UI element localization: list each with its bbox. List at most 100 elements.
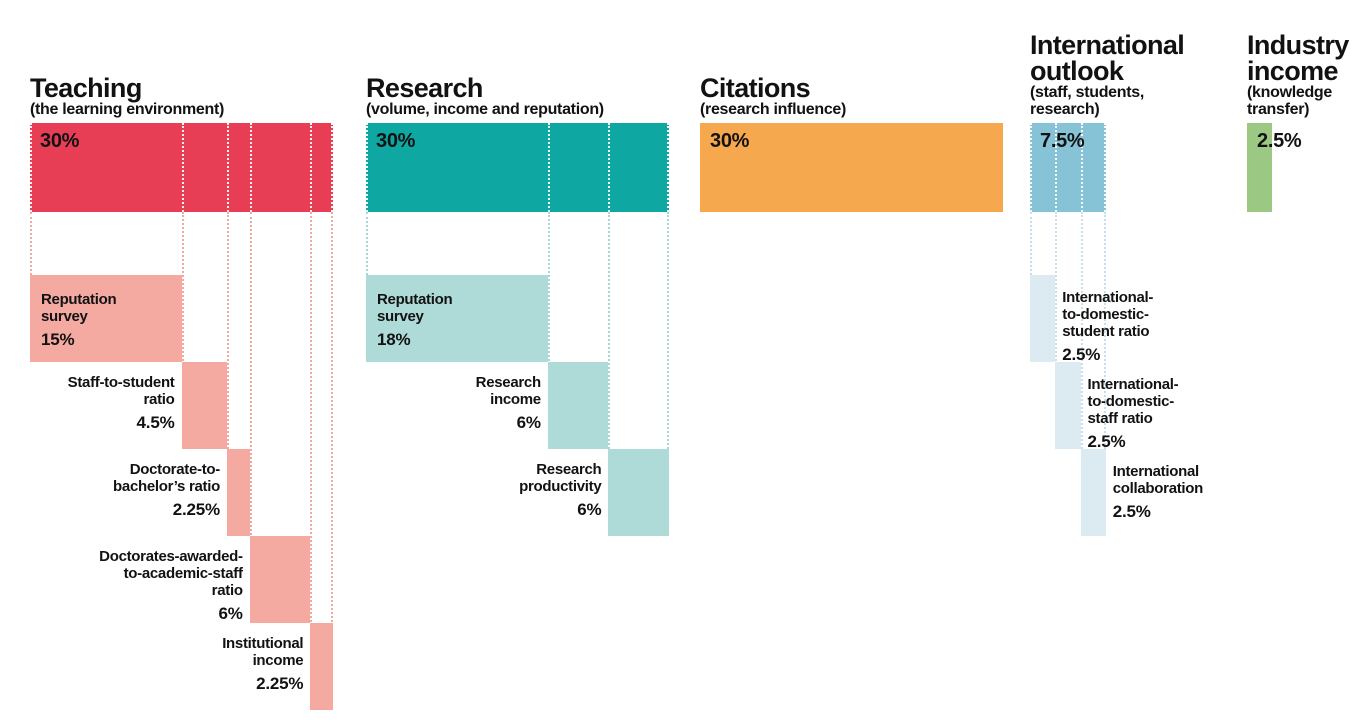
sub-weight-label: Doctorates-awarded-to-academic-staff rati…	[99, 548, 243, 623]
section-header: International outlook (staff, students, res…	[1030, 30, 1185, 119]
section-subtitle-line: (volume, income and reputation)	[366, 101, 604, 118]
sub-weight-label: Research productivity 6%	[519, 461, 602, 519]
bar-divider-line	[226, 123, 229, 212]
dotted-guide-line	[547, 212, 550, 449]
dotted-guide-line	[366, 212, 368, 275]
sub-weight-value: 6%	[218, 604, 243, 623]
bar-divider-line	[181, 123, 184, 212]
sub-label-line: to-domestic-	[1062, 306, 1149, 323]
bar-divider-line	[608, 123, 611, 212]
dotted-guide-line	[30, 212, 32, 275]
bar-divider-line	[30, 123, 32, 212]
section-title-line: International	[1030, 30, 1185, 60]
dotted-guide-line	[310, 212, 313, 710]
sub-weight-value: 15%	[41, 330, 75, 349]
weight-value: 30%	[376, 130, 416, 152]
sub-label-line: Research	[536, 461, 602, 478]
sub-weight-block	[366, 275, 548, 362]
weight-bar: 30%	[366, 123, 669, 212]
sub-weight-block	[547, 362, 609, 449]
sub-weight-label: Doctorate-to-bachelor’s ratio 2.25%	[113, 461, 220, 519]
sub-weight-label: International-to-domestic-staff ratio 2.5…	[1088, 376, 1179, 451]
weight-bar: 30%	[30, 123, 333, 212]
sub-label-line: survey	[41, 308, 88, 325]
bar-divider-line	[667, 123, 669, 212]
section-header: Industry income (knowledge transfer)	[1247, 30, 1349, 119]
dotted-guide-line	[608, 212, 611, 536]
sub-weight-block	[608, 449, 669, 536]
sub-weight-block	[30, 275, 182, 362]
section-subtitle-line: (the learning environment)	[30, 101, 224, 118]
sub-label-line: collaboration	[1112, 480, 1204, 497]
sub-weight-label: Reputation survey 15%	[41, 291, 117, 349]
section-subtitle-line: transfer)	[1247, 101, 1310, 118]
sub-weight-block	[181, 362, 227, 449]
dotted-guide-line	[226, 212, 229, 536]
weight-value: 7.5%	[1040, 130, 1085, 152]
dotted-guide-line	[331, 212, 333, 710]
sub-label-line: ratio	[143, 391, 175, 408]
sub-label-line: ratio	[211, 582, 243, 599]
sub-weight-value: 2.5%	[1062, 345, 1101, 364]
section-subtitle-line: (staff, students,	[1030, 84, 1145, 101]
section-header: Teaching (the learning environment)	[30, 73, 224, 119]
section-title-line: Research	[366, 73, 483, 103]
sub-weight-label: Staff-to-student ratio 4.5%	[68, 374, 175, 432]
sub-weight-block	[1030, 275, 1056, 362]
section-title-line: income	[1247, 56, 1339, 86]
weight-bar: 2.5%	[1247, 123, 1302, 212]
sub-label-line: Doctorates-awarded-	[99, 548, 243, 565]
dotted-guide-line	[181, 212, 184, 449]
sub-weight-value: 6%	[577, 500, 602, 519]
section-subtitle-line: research)	[1030, 101, 1100, 118]
sub-label-line: Research	[475, 374, 541, 391]
sub-label-line: productivity	[519, 478, 602, 495]
section-title-line: outlook	[1030, 56, 1124, 86]
sub-label-line: Staff-to-student	[67, 374, 175, 391]
sub-label-line: bachelor’s ratio	[113, 478, 220, 495]
section-subtitle-line: (knowledge	[1247, 84, 1333, 101]
sub-weight-label: International collaboration 2.5%	[1112, 463, 1204, 521]
sub-weight-block	[1080, 449, 1106, 536]
sub-weight-block	[310, 623, 333, 710]
bar-divider-line	[366, 123, 368, 212]
sub-label-line: survey	[377, 308, 424, 325]
dotted-guide-line	[1080, 212, 1083, 536]
sub-weight-value: 2.25%	[172, 500, 220, 519]
sub-weight-value: 2.5%	[1087, 432, 1126, 451]
sub-weight-value: 2.25%	[256, 674, 304, 693]
sub-label-line: to-domestic-	[1087, 393, 1175, 410]
bar-divider-line	[547, 123, 550, 212]
sub-label-line: International-	[1062, 289, 1154, 306]
sub-label-line: to-academic-staff	[123, 565, 243, 582]
section-title-line: Citations	[700, 73, 811, 103]
bar-divider-line	[310, 123, 313, 212]
sub-label-line: Reputation	[41, 291, 117, 308]
sub-label-line: staff ratio	[1087, 410, 1153, 427]
sub-label-line: Institutional	[222, 635, 304, 652]
sub-weight-label: Research income 6%	[476, 374, 541, 432]
sub-weight-block	[1055, 362, 1081, 449]
section-title-line: Industry	[1247, 30, 1349, 60]
weight-value: 2.5%	[1257, 130, 1302, 152]
weight-bar: 7.5%	[1030, 123, 1106, 212]
dotted-guide-line	[249, 212, 252, 623]
weight-bar: 30%	[700, 123, 1003, 212]
bar-divider-line	[1055, 123, 1058, 212]
bar-divider-line	[1103, 123, 1106, 212]
sub-weight-label: Reputation survey 18%	[377, 291, 453, 349]
sub-weight-block	[226, 449, 250, 536]
bar-divider-line	[249, 123, 252, 212]
sub-label-line: International	[1112, 463, 1199, 480]
sub-weight-block	[249, 536, 311, 623]
bar-divider-line	[331, 123, 333, 212]
sub-weight-value: 4.5%	[136, 413, 175, 432]
section-subtitle-line: (research influence)	[700, 101, 847, 118]
section-header: Citations (research influence)	[700, 73, 847, 119]
section-header: Research (volume, income and reputation)	[366, 73, 604, 119]
section-title-line: Teaching	[30, 73, 142, 103]
dotted-guide-line	[1055, 212, 1058, 449]
weight-value: 30%	[40, 130, 80, 152]
bar-divider-line	[1080, 123, 1083, 212]
